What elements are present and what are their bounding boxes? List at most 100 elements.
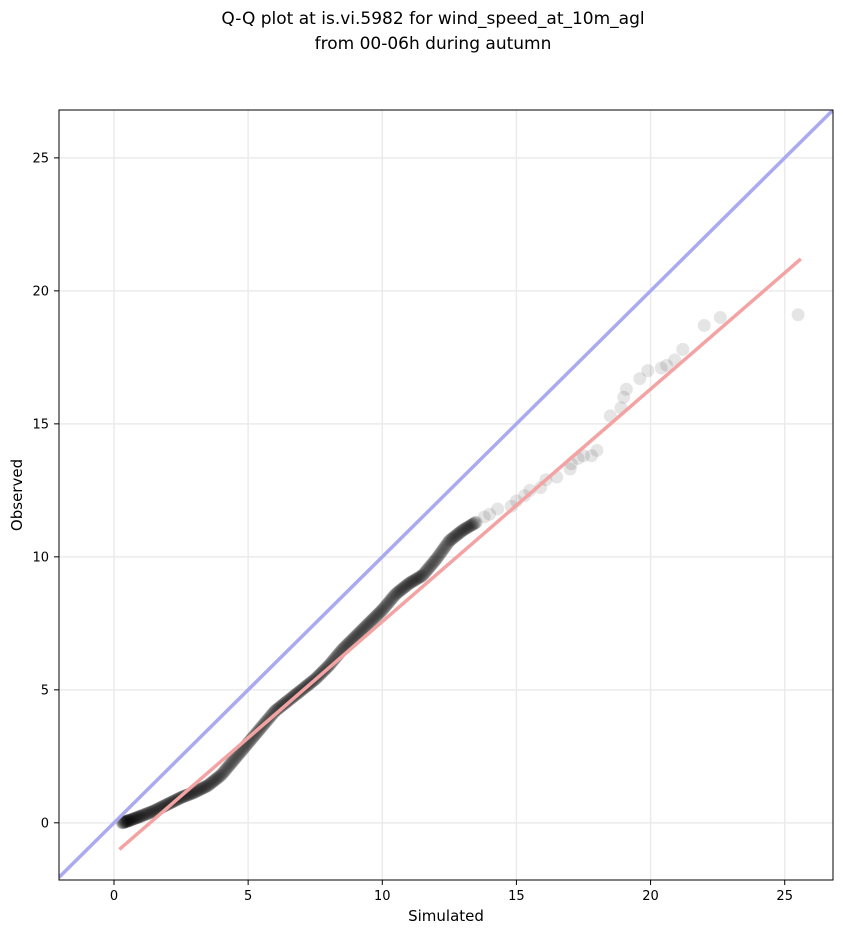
qq-point — [121, 814, 135, 828]
qq-point — [400, 578, 414, 592]
qq-point — [421, 562, 435, 576]
qq-tail-point — [576, 449, 590, 463]
qq-point — [393, 583, 407, 597]
qq-point — [277, 697, 291, 711]
qq-point — [141, 806, 155, 820]
qq-point — [178, 789, 192, 803]
qq-point — [196, 781, 210, 795]
qq-point — [415, 569, 429, 583]
qq-point — [125, 812, 139, 826]
y-axis-ticks: 0 5 10 15 20 25 — [32, 151, 59, 831]
qq-point — [275, 699, 289, 713]
qq-point — [448, 529, 462, 543]
qq-point — [135, 809, 149, 823]
x-tick-label: 15 — [508, 889, 525, 904]
qq-point — [248, 728, 262, 742]
qq-tail-point — [660, 358, 674, 372]
qq-point — [120, 814, 134, 828]
qq-points — [115, 308, 805, 830]
qq-point — [446, 531, 460, 545]
qq-point — [369, 610, 383, 624]
qq-point — [230, 750, 244, 764]
qq-point — [145, 805, 159, 819]
qq-point — [379, 598, 393, 612]
qq-point — [231, 749, 245, 763]
qq-tail-point — [617, 390, 631, 404]
y-axis-label: Observed — [8, 459, 26, 531]
qq-point — [410, 572, 424, 586]
qq-point — [398, 579, 412, 593]
qq-point — [401, 577, 415, 591]
qq-point — [161, 797, 175, 811]
qq-point — [139, 807, 153, 821]
qq-point — [199, 780, 213, 794]
qq-point — [388, 588, 402, 602]
qq-tail-point — [523, 483, 537, 497]
qq-point — [372, 606, 386, 620]
qq-point — [218, 763, 232, 777]
qq-point — [212, 769, 226, 783]
qq-point — [432, 549, 446, 563]
qq-tail-point — [633, 372, 647, 386]
qq-point — [411, 571, 425, 585]
qq-point — [384, 593, 398, 607]
qq-point — [385, 592, 399, 606]
qq-tail-point — [504, 499, 518, 513]
qq-point — [402, 576, 416, 590]
qq-point — [365, 613, 379, 627]
qq-point — [202, 778, 216, 792]
qq-point — [412, 571, 426, 585]
qq-point — [371, 607, 385, 621]
qq-point — [428, 554, 442, 568]
qq-point — [132, 810, 146, 824]
qq-point — [416, 568, 430, 582]
qq-point — [126, 812, 140, 826]
qq-point — [266, 706, 280, 720]
qq-point — [204, 776, 218, 790]
qq-point — [414, 570, 428, 584]
qq-point — [177, 789, 191, 803]
qq-point — [122, 814, 136, 828]
qq-point — [454, 525, 468, 539]
qq-point — [129, 811, 143, 825]
qq-point — [468, 516, 482, 530]
qq-point — [118, 815, 132, 829]
qq-point — [453, 526, 467, 540]
qq-tail-point — [483, 507, 497, 521]
qq-point — [223, 758, 237, 772]
qq-point — [445, 532, 459, 546]
qq-point — [364, 614, 378, 628]
qq-point — [228, 752, 242, 766]
qq-point — [440, 537, 454, 551]
x-tick-label: 20 — [642, 889, 659, 904]
qq-point — [465, 518, 479, 532]
qq-tail-point — [713, 310, 727, 324]
qq-point — [191, 783, 205, 797]
qq-point — [200, 779, 214, 793]
qq-point — [269, 703, 283, 717]
qq-point — [195, 781, 209, 795]
qq-tail-point — [619, 382, 633, 396]
qq-point — [437, 542, 451, 556]
qq-point — [227, 753, 241, 767]
qq-point — [376, 602, 390, 616]
qq-point — [134, 809, 148, 823]
qq-point — [396, 581, 410, 595]
chart-title-line-2: from 00-06h during autumn — [315, 34, 552, 54]
qq-point — [160, 798, 174, 812]
qq-point — [399, 579, 413, 593]
qq-point — [430, 551, 444, 565]
qq-point — [434, 546, 448, 560]
qq-point — [203, 777, 217, 791]
qq-point — [363, 615, 377, 629]
qq-point — [355, 623, 369, 637]
qq-tail-point — [477, 510, 491, 524]
qq-point — [456, 523, 470, 537]
qq-point — [442, 534, 456, 548]
qq-point — [117, 815, 131, 829]
qq-point — [455, 524, 469, 538]
qq-point — [449, 529, 463, 543]
qq-point — [409, 572, 423, 586]
x-axis-ticks: 0 5 10 15 20 25 — [110, 880, 793, 904]
